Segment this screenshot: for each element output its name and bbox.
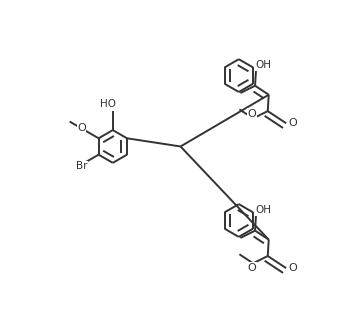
Text: O: O [289, 118, 297, 128]
Text: O: O [248, 109, 257, 119]
Text: OH: OH [256, 205, 272, 215]
Text: OH: OH [256, 60, 272, 70]
Text: O: O [77, 123, 86, 133]
Text: O: O [289, 263, 297, 273]
Text: Br: Br [76, 162, 88, 171]
Text: HO: HO [100, 99, 116, 109]
Text: O: O [248, 263, 257, 273]
